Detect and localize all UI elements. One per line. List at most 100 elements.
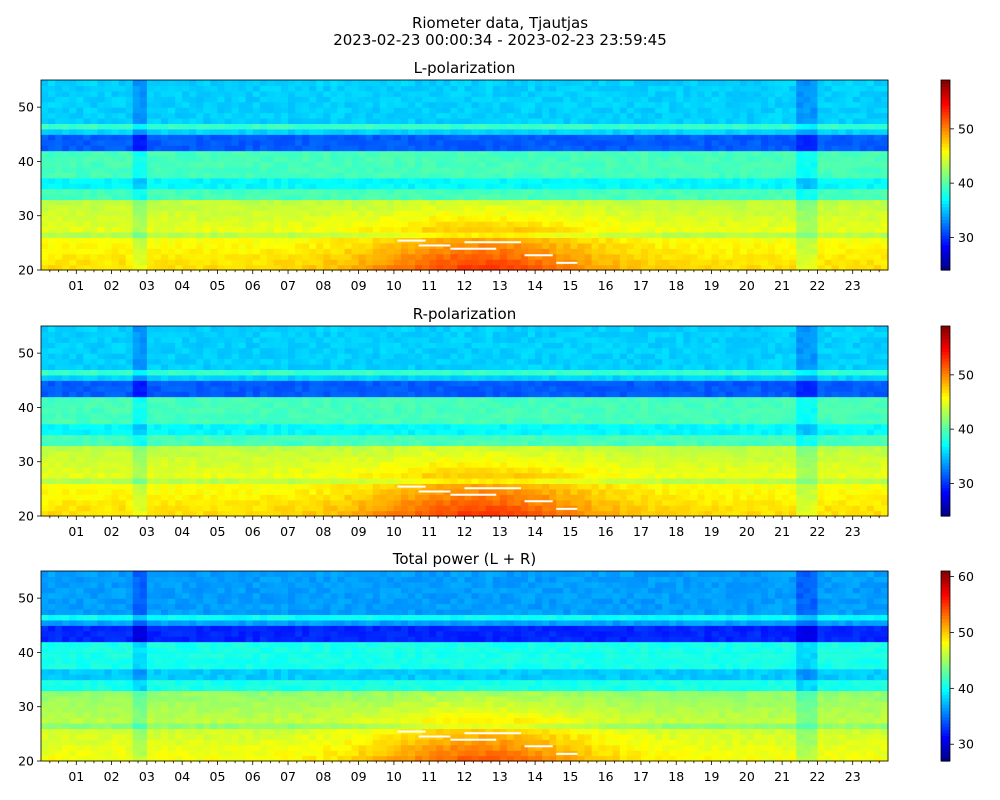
heatmap-cell (824, 150, 833, 157)
colorbar-segment (941, 266, 950, 271)
heatmap-cell (48, 396, 56, 403)
heatmap-cell (817, 161, 826, 168)
heatmap-cell (153, 128, 162, 135)
heatmap-cell (55, 96, 63, 103)
heatmap-cell (309, 118, 317, 125)
heatmap-cell (153, 226, 162, 233)
heatmap-cell (146, 407, 155, 414)
heatmap-cell (753, 248, 762, 255)
heatmap-cell (506, 264, 515, 271)
heatmap-cell (196, 221, 204, 228)
heatmap-cell (160, 183, 169, 190)
heatmap-cell (408, 112, 416, 119)
heatmap-cell (146, 505, 155, 512)
heatmap-cell (796, 232, 804, 239)
heatmap-cell (838, 215, 847, 222)
heatmap-cell (393, 161, 402, 168)
heatmap-cell (506, 177, 515, 184)
heatmap-cell (528, 177, 536, 184)
heatmap-cell (337, 183, 346, 190)
heatmap-cell (746, 166, 755, 173)
heatmap-cell (880, 204, 889, 211)
colorbar-segment (941, 156, 950, 160)
heatmap-cell (104, 253, 113, 260)
heatmap-cell (273, 112, 282, 119)
heatmap-cell (90, 494, 99, 501)
heatmap-cell (690, 161, 699, 168)
heatmap-cell (831, 199, 840, 206)
heatmap-cell (880, 210, 889, 217)
heatmap-cell (619, 177, 628, 184)
heatmap-cell (231, 145, 240, 152)
heatmap-cell (41, 172, 49, 179)
heatmap-cell (146, 369, 155, 376)
heatmap-cell (125, 145, 134, 152)
heatmap-cell (62, 358, 70, 365)
heatmap-cell (796, 123, 804, 130)
heatmap-cell (337, 161, 346, 168)
heatmap-cell (238, 80, 247, 87)
heatmap-cell (245, 264, 254, 271)
heatmap-cell (838, 90, 847, 97)
heatmap-cell (443, 145, 451, 152)
heatmap-cell (153, 423, 162, 430)
heatmap-cell (146, 221, 155, 228)
heatmap-cell (443, 264, 451, 271)
heatmap-cell (450, 139, 459, 146)
heatmap-cell (598, 85, 607, 92)
heatmap-cell (41, 253, 49, 260)
heatmap-cell (210, 210, 219, 217)
heatmap-cell (97, 259, 106, 266)
heatmap-cell (577, 215, 586, 222)
heatmap-cell (90, 215, 99, 222)
heatmap-cell (450, 80, 459, 87)
heatmap-cell (563, 145, 571, 152)
heatmap-cell (535, 177, 543, 184)
heatmap-cell (768, 166, 776, 173)
heatmap-cell (365, 166, 374, 173)
heatmap-cell (782, 101, 790, 108)
heatmap-cell (379, 199, 388, 206)
heatmap-cell (499, 177, 508, 184)
heatmap-cell (542, 183, 550, 190)
heatmap-cell (365, 118, 374, 125)
heatmap-cell (753, 177, 762, 184)
heatmap-cell (379, 107, 388, 114)
heatmap-cell (76, 478, 84, 485)
heatmap-cell (429, 210, 437, 217)
heatmap-cell (97, 90, 106, 97)
heatmap-cell (393, 96, 402, 103)
heatmap-cell (139, 242, 148, 249)
heatmap-cell (852, 150, 861, 157)
heatmap-cell (704, 107, 713, 114)
heatmap-cell (408, 221, 416, 228)
heatmap-cell (273, 221, 282, 228)
heatmap-cell (690, 199, 699, 206)
heatmap-cell (97, 445, 106, 452)
heatmap-cell (415, 96, 423, 103)
heatmap-cell (386, 221, 395, 228)
heatmap-cell (146, 483, 155, 490)
heatmap-cell (633, 194, 642, 201)
heatmap-cell (386, 226, 395, 233)
heatmap-cell (139, 407, 148, 414)
heatmap-cell (62, 85, 70, 92)
heatmap-cell (97, 166, 106, 173)
heatmap-cell (810, 107, 819, 114)
heatmap-cell (372, 101, 381, 108)
heatmap-cell (55, 445, 63, 452)
heatmap-cell (782, 253, 790, 260)
heatmap-cell (415, 210, 423, 217)
heatmap-cell (556, 161, 564, 168)
heatmap-cell (386, 96, 395, 103)
heatmap-cell (549, 96, 557, 103)
heatmap-cell (563, 221, 571, 228)
heatmap-cell (69, 369, 77, 376)
heatmap-cell (196, 248, 204, 255)
heatmap-cell (584, 226, 593, 233)
heatmap-cell (676, 161, 684, 168)
heatmap-cell (859, 107, 868, 114)
heatmap-cell (41, 237, 49, 244)
heatmap-cell (711, 248, 720, 255)
heatmap-cell (831, 183, 840, 190)
